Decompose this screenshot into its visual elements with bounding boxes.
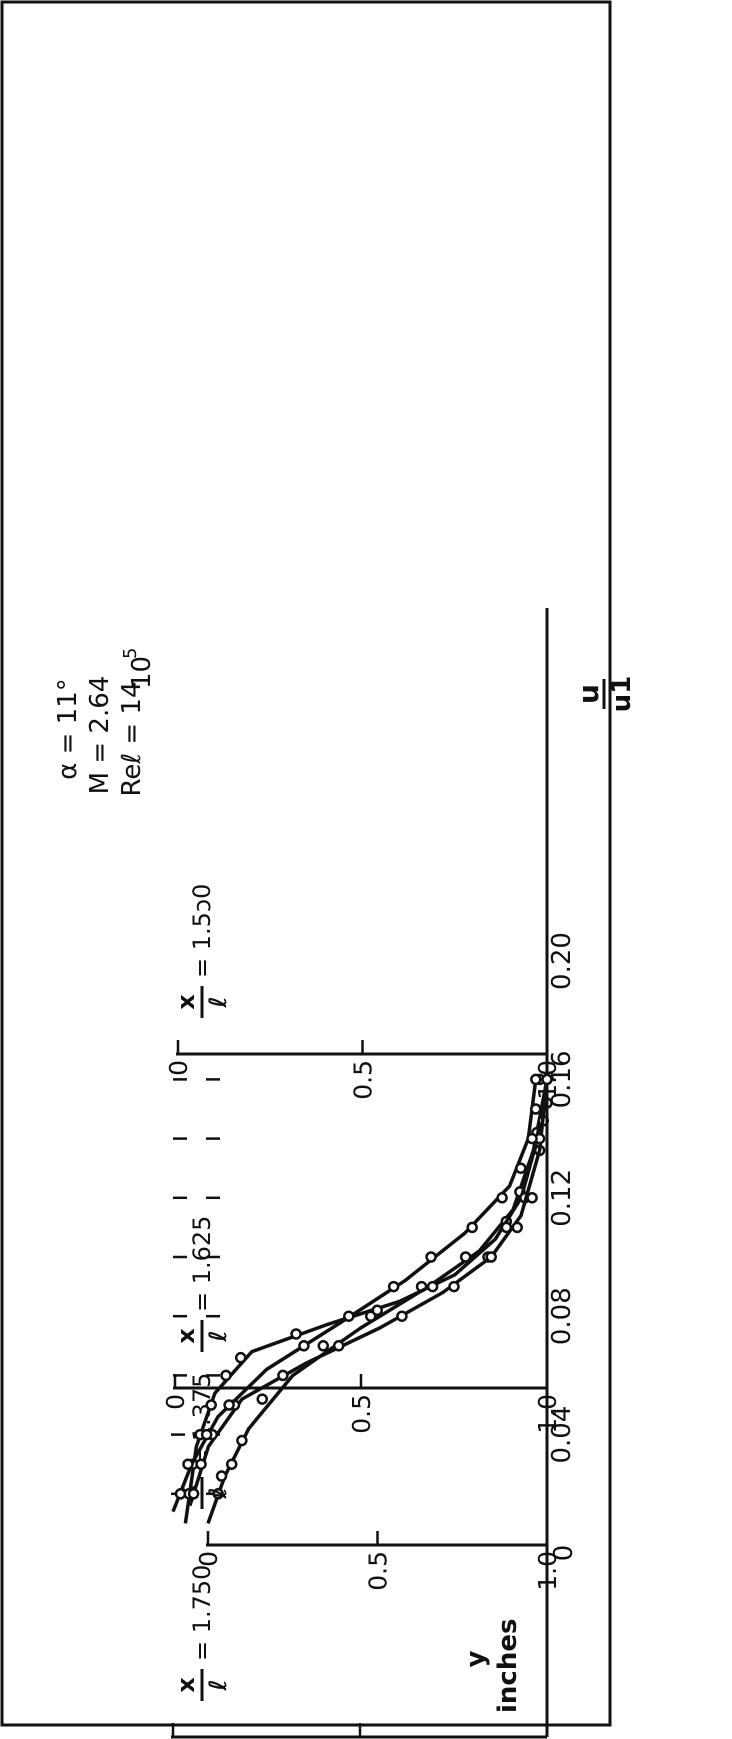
x-tick-label: 0	[161, 1394, 190, 1410]
y-tick-label: 0.08	[547, 1287, 577, 1345]
y-tick-label: 0.04	[547, 1406, 577, 1464]
data-point	[459, 1251, 472, 1263]
x-tick-label: 0.5	[347, 1394, 376, 1434]
figure-frame	[0, 0, 612, 1727]
station-label-numerator: x	[172, 1328, 200, 1344]
station-label-denominator: ℓ	[204, 1330, 232, 1342]
y-tick-label: 0.12	[547, 1169, 577, 1227]
station-label-denominator: ℓ	[204, 1487, 232, 1499]
data-point	[290, 1328, 302, 1340]
panel-fit-curve	[188, 1079, 549, 1507]
station-label-denominator: ℓ	[204, 996, 232, 1008]
panel-3: 0 0.5 1.0x ℓ= 1.625	[161, 1073, 562, 1507]
data-point	[426, 1280, 439, 1293]
data-point	[448, 1280, 460, 1293]
data-point	[174, 1488, 187, 1500]
data-point	[511, 1221, 523, 1234]
data-point	[466, 1221, 478, 1234]
x-tick-label: 0	[194, 1551, 223, 1567]
data-point	[298, 1340, 310, 1352]
panel-4: 00.51.0xℓ= 1.750	[171, 1073, 549, 1739]
data-point	[530, 1073, 542, 1086]
data-point	[212, 1488, 224, 1500]
y-axis-label: y	[461, 1650, 491, 1667]
data-point	[526, 1132, 538, 1145]
station-label-numerator: x	[172, 1677, 200, 1693]
data-point	[425, 1251, 437, 1263]
x-axis-label-denominator: u1	[607, 676, 637, 713]
data-point	[485, 1251, 497, 1263]
station-label-value: = 1.750	[188, 1565, 216, 1661]
data-point	[205, 1399, 217, 1411]
station-label-value: = 1.5ͻ0	[188, 884, 216, 978]
reynolds-exponent: 5	[120, 648, 141, 659]
y-tick-labels: 0.200.160.120.080.040	[547, 932, 579, 1561]
x-tick-label: 0.5	[364, 1551, 393, 1591]
x-tick-label: 0.5	[349, 1060, 378, 1100]
data-point	[530, 1103, 542, 1115]
data-point	[200, 1428, 213, 1441]
reynolds-label: Reℓ = 14	[117, 681, 147, 796]
x-axis-label-numerator: u	[572, 684, 605, 704]
data-point	[396, 1310, 408, 1322]
panel-fit-curve	[171, 1079, 538, 1513]
data-point	[187, 1488, 200, 1500]
data-point	[195, 1458, 207, 1470]
station-label-value: = 1.625	[188, 1216, 216, 1312]
data-point	[526, 1192, 538, 1204]
mach-label: M = 2.64	[85, 676, 115, 795]
x-tick-label: 0	[164, 1060, 193, 1076]
data-point	[236, 1434, 248, 1447]
data-point	[496, 1192, 508, 1204]
data-point	[215, 1470, 228, 1482]
data-point	[317, 1340, 330, 1352]
x-axis-label: u u1	[572, 676, 637, 713]
reynolds-power: 10	[127, 656, 157, 689]
data-point	[343, 1310, 355, 1322]
data-point	[223, 1399, 235, 1411]
y-tick-label: 0	[549, 1545, 579, 1562]
data-point	[371, 1304, 384, 1317]
panel-fit-curve	[183, 1079, 549, 1524]
data-point	[256, 1393, 268, 1405]
flow-parameters: α = 11° M = 2.64 Reℓ = 14 10 5	[53, 648, 157, 797]
data-point	[387, 1280, 400, 1293]
data-point	[541, 1073, 553, 1086]
data-point	[234, 1351, 247, 1364]
panel-fit-curve	[206, 1079, 549, 1524]
y-tick-label: 0.20	[547, 932, 577, 990]
alpha-label: α = 11°	[53, 678, 83, 780]
y-axis-unit: inches	[493, 1619, 523, 1713]
data-point	[332, 1340, 345, 1352]
station-label-denominator: ℓ	[204, 1679, 232, 1691]
data-point	[515, 1162, 527, 1174]
station-label-numerator: x	[172, 994, 200, 1010]
data-point	[225, 1458, 238, 1470]
data-point	[277, 1369, 289, 1382]
data-point	[220, 1369, 232, 1382]
data-point	[182, 1458, 194, 1470]
